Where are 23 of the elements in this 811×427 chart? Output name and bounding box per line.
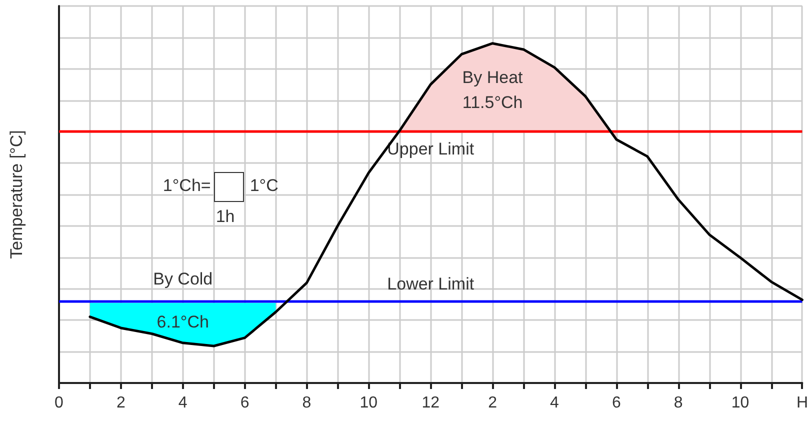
x-tick-label: 6	[240, 394, 250, 412]
x-tick-label: 2	[116, 394, 126, 412]
annotation: 1°C	[250, 176, 278, 196]
x-tick-label: 6	[612, 394, 621, 412]
x-tick-label: 10	[360, 394, 378, 412]
x-tick-label: 2	[488, 394, 498, 412]
x-tick-label: 8	[674, 394, 683, 412]
annotation: By Cold	[153, 270, 213, 289]
x-tick-label: H	[796, 394, 808, 412]
ref-line-label: Lower Limit	[387, 274, 474, 294]
x-tick-label: 12	[422, 394, 440, 412]
annotation: By Heat	[462, 68, 524, 87]
y-axis-title: Temperature [°C]	[7, 130, 26, 259]
x-tick-label: 4	[550, 394, 560, 412]
x-tick-label: 0	[54, 394, 64, 412]
annotation: 11.5°Ch	[462, 93, 523, 112]
annotation: 1°Ch=	[162, 176, 211, 196]
annotation: 1h	[216, 206, 235, 227]
ref-line-label: Upper Limit	[387, 140, 474, 159]
x-tick-label: 10	[731, 394, 750, 412]
x-tick-label: 8	[302, 394, 312, 412]
x-tick-label: 4	[178, 394, 188, 412]
annotation: 6.1°Ch	[156, 312, 209, 332]
